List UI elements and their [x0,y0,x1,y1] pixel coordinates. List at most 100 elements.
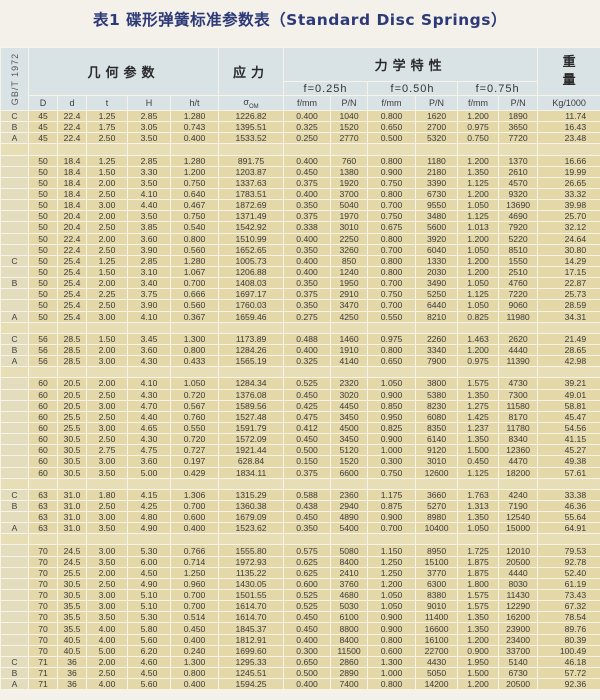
cell-grade [0,566,29,579]
cell-H: 3.85 [127,221,171,234]
cell-p3: 3650 [498,121,539,134]
cell-sigma: 1533.52 [218,132,285,145]
sigma-symbol: σ [243,96,249,107]
cell-d: 30.5 [57,466,87,479]
spacer-cell [169,477,220,490]
cell-p2: 6040 [415,243,459,256]
cell-p1: 1950 [330,277,369,290]
cell-t: 1.50 [86,265,128,279]
cell-H: 6.20 [127,644,171,657]
cell-f1: 0.375 [283,288,332,301]
cell-grade [0,154,29,167]
cell-f3: 1.800 [457,577,500,591]
spacer-cell [367,321,417,334]
cell-f3: 0.900 [457,644,500,657]
stress-header: 应力 [218,47,285,96]
cell-p2: 10400 [415,522,459,535]
cell-grade [0,611,29,624]
table-row: A 45 22.4 2.50 3.50 0.400 1533.52 0.250 2770 0.50… [0,132,600,145]
cell-kg: 45.47 [537,410,600,423]
table-row: 60 30.5 3.50 5.00 0.429 1834.11 0.375 6600 0.750… [0,466,600,479]
cell-p3: 1550 [498,254,539,267]
cell-p3: 4760 [498,277,539,290]
cell-p3: 4690 [498,210,539,223]
cell-p3: 8510 [498,243,539,256]
table-row: 70 30.5 3.00 5.10 0.700 1501.55 0.525 4680 1.050… [0,589,600,602]
cell-f1: 0.300 [283,644,332,657]
cell-H: 4.40 [127,410,171,423]
cell-kg: 17.15 [537,265,600,279]
cell-f2: 0.750 [367,466,417,479]
cell-f3: 1.575 [457,589,500,602]
spacer-cell [498,321,539,334]
cell-f2: 0.600 [367,644,417,657]
cell-p1: 850 [330,254,369,267]
cell-p1: 3450 [330,410,369,423]
cell-kg: 28.59 [537,299,600,312]
cell-t: 2.00 [86,343,128,357]
cell-D: 60 [28,433,58,446]
table-row: 60 30.5 2.75 4.75 0.727 1921.44 0.500 5120 1.000… [0,444,600,457]
spacer-cell [283,321,332,334]
cell-f1: 0.400 [283,633,332,646]
cell-grade [0,199,29,212]
spacer-cell [537,143,600,156]
cell-ht: 0.700 [169,600,220,613]
table-row: 70 24.5 3.00 5.30 0.766 1555.80 0.575 5080 1.150… [0,544,600,557]
cell-p2: 9550 [415,199,459,212]
cell-grade: B [0,499,29,513]
cell-t: 2.00 [86,210,128,223]
cell-kg: 42.98 [537,355,600,368]
cell-p3: 1890 [498,109,539,123]
cell-t: 3.00 [86,399,128,412]
cell-f3: 1.050 [457,243,500,256]
spacer-cell [498,143,539,156]
cell-D: 45 [28,132,58,145]
cell-D: 71 [28,678,58,691]
cell-kg: 49.01 [537,388,600,401]
spacer-cell [127,366,171,379]
cell-grade [0,622,29,635]
cell-d: 18.4 [57,199,87,212]
cell-grade [0,421,29,435]
spacer-cell [415,477,459,490]
cell-f2: 0.800 [367,154,417,167]
cell-D: 60 [28,455,58,468]
cell-p3: 11980 [498,310,539,323]
cell-H: 5.80 [127,622,171,635]
cell-p2: 3390 [415,176,459,189]
table-row: B 50 25.4 2.00 3.40 0.700 1408.03 0.350 1950 0.70… [0,277,600,290]
cell-grade [0,165,29,178]
cell-ht: 0.550 [169,421,220,435]
cell-sigma: 1614.70 [218,611,285,624]
cell-d: 22.4 [57,121,87,134]
cell-d: 31.0 [57,488,87,501]
cell-H: 4.30 [127,355,171,368]
cell-p2: 3340 [415,343,459,357]
spacer-cell [330,477,369,490]
cell-ht: 0.750 [169,176,220,189]
cell-f2: 0.800 [367,187,417,201]
cell-d: 22.4 [57,132,87,145]
spacer-cell [367,533,417,546]
cell-ht: 0.800 [169,667,220,680]
cell-kg: 19.99 [537,165,600,178]
cell-ht: 1.280 [169,109,220,123]
cell-kg: 24.64 [537,232,600,245]
cell-D: 71 [28,667,58,680]
cell-p2: 8350 [415,421,459,435]
cell-ht: 0.560 [169,243,220,256]
cell-H: 5.10 [127,600,171,613]
cell-f1: 0.588 [283,488,332,501]
cell-f1: 0.450 [283,433,332,446]
cell-p1: 3020 [330,388,369,401]
cell-sigma: 1360.38 [218,499,285,513]
cell-p1: 4250 [330,310,369,323]
table-row: C 56 28.5 1.50 3.45 1.300 1173.89 0.488 1460 0.97… [0,332,600,345]
cell-D: 63 [28,511,58,524]
cell-t: 1.25 [86,154,128,167]
cell-f3: 1.200 [457,254,500,267]
cell-f1: 0.400 [283,154,332,167]
cell-f3: 1.500 [457,444,500,457]
cell-d: 22.4 [57,232,87,245]
